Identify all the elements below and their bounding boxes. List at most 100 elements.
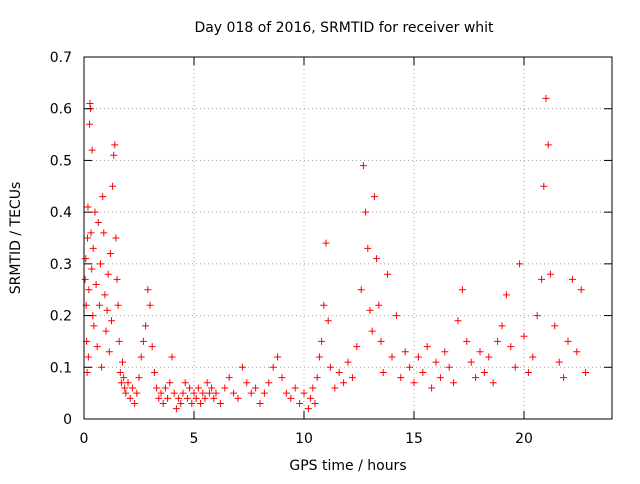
- tick-labels-layer: 0 0.1 0.2 0.3 0.4 0.5 0.6 0.7 0 5 10 15 20: [50, 50, 533, 447]
- data-point: [560, 374, 568, 382]
- data-point: [203, 379, 211, 387]
- data-point: [102, 327, 110, 335]
- data-point: [88, 146, 96, 154]
- data-point: [142, 322, 150, 330]
- data-point: [344, 358, 352, 366]
- y-tick-label: 0.6: [50, 102, 72, 118]
- data-point: [177, 399, 185, 407]
- data-point: [175, 394, 183, 402]
- data-point: [414, 353, 422, 361]
- data-point: [121, 384, 129, 392]
- data-point: [359, 162, 367, 170]
- data-point: [364, 244, 372, 252]
- y-axis-label: SRMTID / TECUs: [8, 182, 24, 295]
- data-point: [114, 301, 122, 309]
- data-point: [340, 379, 348, 387]
- data-point: [362, 208, 370, 216]
- data-point: [89, 244, 97, 252]
- data-point: [83, 368, 91, 376]
- data-point: [86, 120, 93, 128]
- data-point: [88, 265, 96, 273]
- x-axis-label: GPS time / hours: [289, 458, 406, 474]
- data-point: [238, 363, 246, 371]
- data-point: [205, 389, 213, 397]
- data-point: [511, 363, 519, 371]
- data-point: [516, 260, 524, 268]
- data-point: [287, 394, 295, 402]
- data-point: [300, 389, 308, 397]
- data-point: [406, 363, 414, 371]
- data-point: [192, 394, 200, 402]
- data-point: [87, 229, 95, 237]
- data-point: [546, 270, 554, 278]
- data-point: [573, 348, 581, 356]
- data-point: [370, 193, 378, 201]
- x-tick-label: 5: [190, 431, 199, 447]
- plot-frame: [83, 56, 613, 420]
- data-point: [311, 399, 319, 407]
- data-point: [423, 343, 431, 351]
- y-tick-label: 0.5: [50, 153, 72, 169]
- data-point: [291, 384, 299, 392]
- y-tick-label: 0.1: [50, 360, 72, 376]
- data-point: [467, 358, 475, 366]
- data-point: [168, 353, 176, 361]
- data-point: [445, 363, 453, 371]
- data-point: [379, 368, 387, 376]
- data-point: [139, 337, 147, 345]
- data-point: [269, 363, 277, 371]
- data-point: [137, 353, 145, 361]
- data-point: [81, 275, 89, 283]
- data-point: [419, 368, 427, 376]
- data-point: [108, 317, 115, 325]
- points-layer: [81, 94, 590, 413]
- data-point: [476, 348, 484, 356]
- data-point: [428, 384, 436, 392]
- data-point: [104, 270, 112, 278]
- data-point: [296, 399, 304, 407]
- data-point: [190, 389, 198, 397]
- data-point: [159, 399, 167, 407]
- data-point: [106, 250, 114, 258]
- data-point: [377, 337, 385, 345]
- data-point: [282, 389, 290, 397]
- data-point: [392, 312, 400, 320]
- data-point: [315, 353, 323, 361]
- data-point: [388, 353, 396, 361]
- data-point: [135, 374, 143, 382]
- data-point: [93, 343, 101, 351]
- data-point: [529, 353, 537, 361]
- x-tick-label: 0: [80, 431, 89, 447]
- data-point: [84, 234, 92, 242]
- data-point: [179, 389, 187, 397]
- data-point: [335, 368, 343, 376]
- data-point: [450, 379, 458, 387]
- data-point: [98, 363, 106, 371]
- data-point: [568, 275, 576, 283]
- data-point: [368, 327, 376, 335]
- y-tick-label: 0.7: [50, 50, 72, 66]
- grid-layer: [84, 57, 612, 419]
- data-point: [278, 374, 286, 382]
- data-point: [116, 368, 124, 376]
- y-tick-label: 0.2: [50, 309, 72, 325]
- data-point: [507, 343, 515, 351]
- data-point: [441, 348, 449, 356]
- data-point: [150, 368, 158, 376]
- data-point: [564, 337, 572, 345]
- data-point: [128, 384, 136, 392]
- data-point: [90, 322, 98, 330]
- data-point: [540, 182, 548, 190]
- data-point: [111, 141, 119, 149]
- data-point: [542, 94, 550, 102]
- data-point: [157, 389, 165, 397]
- data-point: [538, 275, 546, 283]
- data-point: [384, 270, 392, 278]
- data-point: [148, 343, 156, 351]
- data-point: [494, 337, 502, 345]
- data-point: [110, 151, 118, 159]
- data-point: [103, 306, 111, 314]
- data-point: [357, 286, 365, 294]
